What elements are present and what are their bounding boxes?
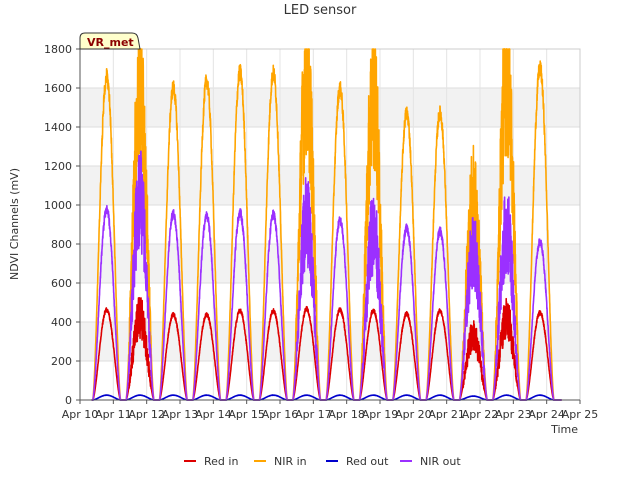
legend-label: NIR out (420, 455, 461, 468)
x-tick-label: Apr 22 (462, 408, 499, 421)
x-tick-label: Apr 12 (128, 408, 165, 421)
chart-title: LED sensor (284, 3, 357, 18)
y-tick-label: 1800 (44, 43, 72, 56)
x-tick-label: Apr 23 (495, 408, 532, 421)
x-tick-label: Apr 25 (562, 408, 599, 421)
y-axis-title: NDVI Channels (mV) (8, 168, 21, 280)
y-tick-label: 1600 (44, 82, 72, 95)
x-tick-label: Apr 24 (528, 408, 565, 421)
x-axis-title: Time (550, 423, 578, 436)
badge-box (79, 32, 141, 50)
x-tick-label: Apr 17 (295, 408, 332, 421)
x-tick-label: Apr 13 (162, 408, 199, 421)
series-line-nir-out (91, 150, 563, 401)
x-tick-label: Apr 19 (362, 408, 399, 421)
x-tick-label: Apr 18 (328, 408, 365, 421)
x-tick-label: Apr 15 (228, 408, 265, 421)
grid-band (80, 244, 580, 283)
y-tick-label: 600 (51, 277, 72, 290)
axes (79, 49, 580, 401)
y-tick-label: 400 (51, 316, 72, 329)
y-tick-label: 1000 (44, 199, 72, 212)
legend-label: NIR in (274, 455, 307, 468)
x-tick-label: Apr 20 (395, 408, 432, 421)
x-tick-label: Apr 21 (428, 408, 465, 421)
y-tick-label: 1200 (44, 160, 72, 173)
x-tick-label: Apr 10 (62, 408, 99, 421)
grid-band (80, 166, 580, 205)
y-tick-label: 800 (51, 238, 72, 251)
vr-met-badge: VR_met (79, 32, 141, 50)
y-tick-label: 0 (65, 394, 72, 407)
x-tick-label: Apr 11 (95, 408, 132, 421)
y-ticks: 0 200 400 600 800 1000 1200 1400 1600 1800 (44, 43, 80, 407)
legend-label: Red in (204, 455, 238, 468)
badge-label: VR_met (87, 36, 134, 49)
legend-label: Red out (346, 455, 389, 468)
y-tick-label: 1400 (44, 121, 72, 134)
y-tick-label: 200 (51, 355, 72, 368)
x-tick-label: Apr 16 (262, 408, 299, 421)
x-tick-label: Apr 14 (195, 408, 232, 421)
grid-band (80, 88, 580, 127)
legend: Red in NIR in Red out NIR out (184, 455, 461, 468)
